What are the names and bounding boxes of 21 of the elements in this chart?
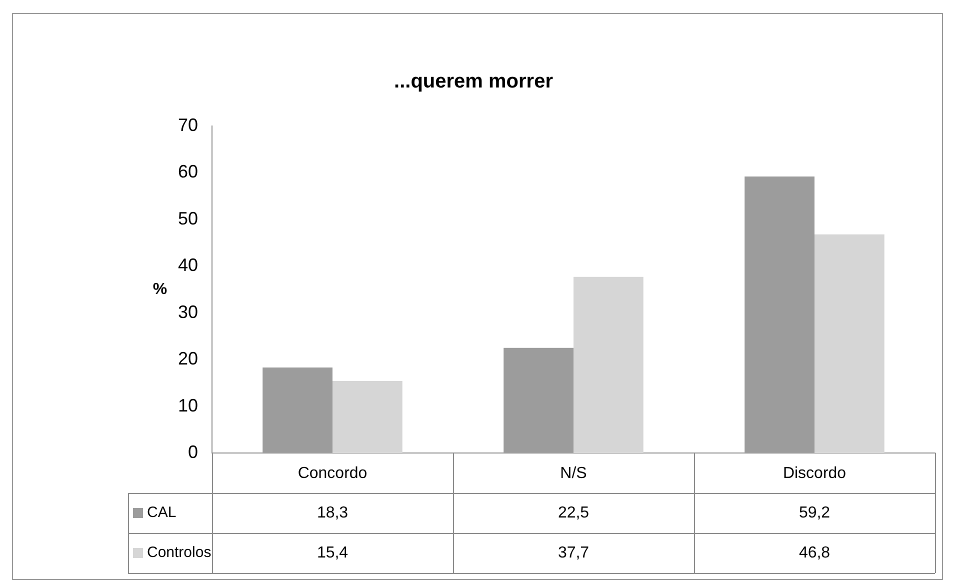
- y-tick-label: 10: [178, 395, 198, 416]
- data-label: 46,8: [798, 544, 830, 562]
- x-tick-label: Discordo: [782, 465, 846, 482]
- data-label: 37,7: [558, 544, 590, 562]
- y-tick-label: 30: [178, 302, 198, 322]
- y-tick-label: 40: [178, 255, 198, 276]
- data-label: 15,4: [316, 544, 348, 562]
- x-tick-label: Concordo: [298, 465, 368, 482]
- y-axis-title: %: [152, 280, 168, 298]
- data-label: 22,5: [558, 504, 590, 522]
- legend-label: CAL: [147, 504, 176, 522]
- data-label: 59,2: [798, 504, 830, 522]
- y-tick-label: 0: [188, 442, 198, 462]
- y-tick-label: 70: [178, 114, 198, 135]
- legend-label: Controlos: [147, 544, 212, 562]
- x-tick-label: N/S: [560, 465, 587, 482]
- chart-title: ...querem morrer: [394, 70, 554, 93]
- y-tick-label: 60: [178, 162, 198, 182]
- y-tick-label: 20: [178, 348, 198, 369]
- data-label: 18,3: [316, 504, 348, 522]
- y-tick-label: 50: [178, 208, 198, 228]
